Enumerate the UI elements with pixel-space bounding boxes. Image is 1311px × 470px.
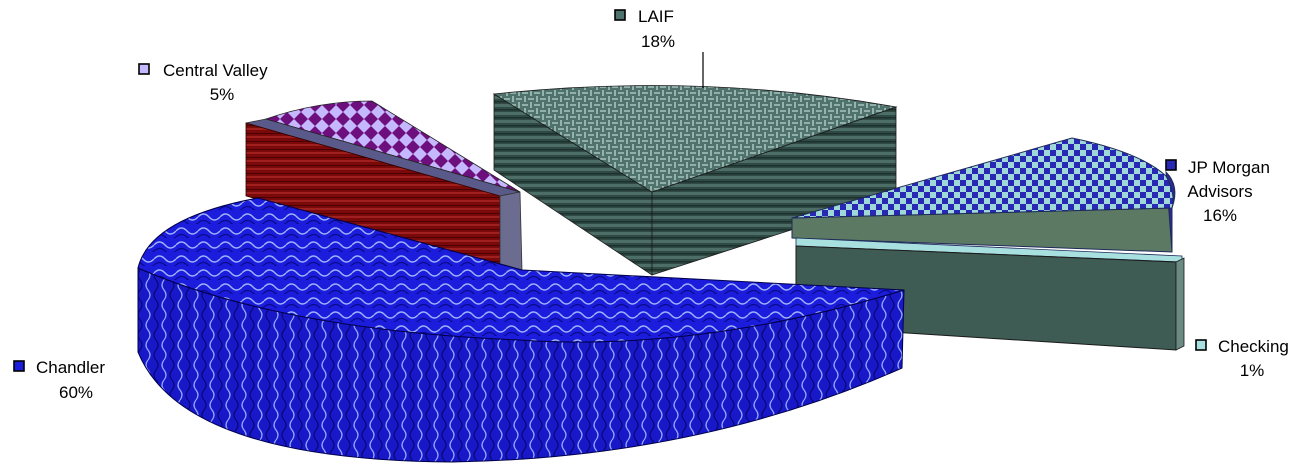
- label-checking-value: 1%: [1240, 361, 1265, 380]
- legend-key-laif: [614, 9, 626, 21]
- label-chandler: Chandler 60%: [13, 358, 105, 402]
- label-checking-name: Checking: [1218, 337, 1289, 356]
- label-jp-morgan-name-1: JP Morgan: [1188, 158, 1270, 177]
- label-central-valley: Central Valley 5%: [138, 61, 268, 104]
- label-chandler-name: Chandler: [36, 358, 105, 377]
- slice-laif: [492, 52, 898, 276]
- legend-key-chandler: [13, 360, 25, 372]
- legend-key-jp-morgan: [1165, 159, 1177, 171]
- label-jp-morgan-name-2: Advisors: [1187, 182, 1252, 201]
- label-checking: Checking 1%: [1195, 337, 1289, 380]
- label-jp-morgan-value: 16%: [1203, 206, 1237, 225]
- label-laif: LAIF 18%: [614, 7, 675, 51]
- legend-key-checking: [1195, 339, 1207, 351]
- label-laif-name: LAIF: [638, 7, 674, 26]
- label-chandler-value: 60%: [59, 383, 93, 402]
- label-laif-value: 18%: [641, 32, 675, 51]
- legend-key-central-valley: [138, 63, 150, 75]
- label-jp-morgan: JP Morgan Advisors 16%: [1165, 158, 1270, 225]
- slice-central-valley: [245, 100, 523, 271]
- label-central-valley-name: Central Valley: [163, 61, 268, 80]
- slice-jp-morgan: [791, 137, 1176, 253]
- slice-chandler: [137, 197, 905, 463]
- label-central-valley-value: 5%: [210, 85, 235, 104]
